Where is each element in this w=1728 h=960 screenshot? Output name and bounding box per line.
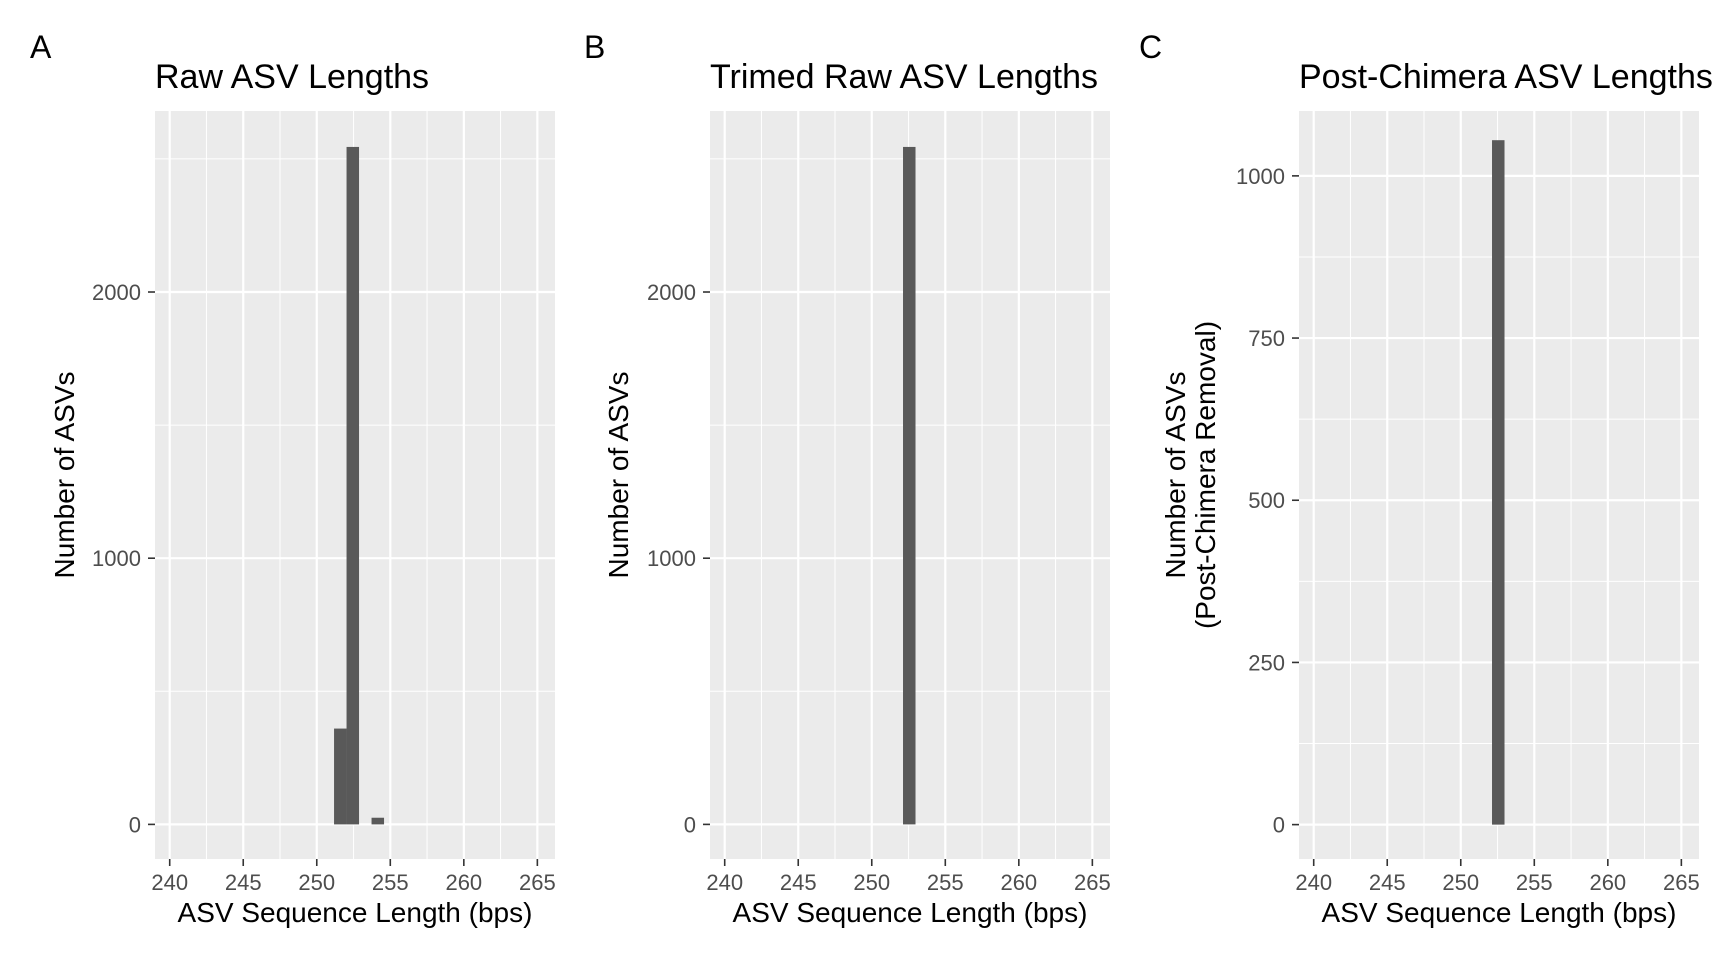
x-axis-label: ASV Sequence Length (bps) (1322, 897, 1677, 928)
x-tick-label: 250 (298, 870, 335, 895)
x-tick-label: 240 (706, 870, 743, 895)
panel-letter: A (30, 29, 52, 65)
x-tick-label: 260 (445, 870, 482, 895)
y-tick-label: 1000 (92, 546, 141, 571)
x-tick-label: 260 (1000, 870, 1037, 895)
panel-c: 240 245 250 255 260 265 0 250 500 750 1000 C Post-Ch… (1139, 29, 1713, 928)
y-tick-label: 1000 (647, 546, 696, 571)
x-tick-label: 265 (519, 870, 556, 895)
panel-letter: C (1139, 29, 1162, 65)
y-tick-label: 750 (1248, 326, 1285, 351)
y-axis-label: Number of ASVs (1160, 372, 1191, 579)
x-tick-label: 245 (1369, 870, 1406, 895)
y-tick-label: 500 (1248, 488, 1285, 513)
x-tick-label: 245 (225, 870, 262, 895)
x-tick-label: 250 (1442, 870, 1479, 895)
panel-title: Post-Chimera ASV Lengths (1299, 58, 1713, 96)
y-tick-label: 0 (684, 812, 696, 837)
histogram-bar (903, 146, 916, 825)
panel-b: 240 245 250 255 260 265 0 1000 2000 B Trimed Raw A… (584, 29, 1111, 928)
y-axis-label: Number of ASVs (49, 372, 80, 579)
x-tick-label: 240 (151, 870, 188, 895)
panel-letter: B (584, 29, 605, 65)
panel-title: Trimed Raw ASV Lengths (710, 58, 1098, 96)
x-tick-label: 240 (1295, 870, 1332, 895)
x-tick-label: 255 (372, 870, 409, 895)
x-tick-label: 260 (1589, 870, 1626, 895)
x-tick-label: 255 (1516, 870, 1553, 895)
x-tick-label: 255 (927, 870, 964, 895)
y-tick-label: 2000 (647, 280, 696, 305)
panel-title: Raw ASV Lengths (155, 58, 429, 96)
x-axis-label: ASV Sequence Length (bps) (733, 897, 1088, 928)
y-axis-label: Number of ASVs (603, 372, 634, 579)
y-tick-label: 1000 (1236, 164, 1285, 189)
histogram-bar (346, 146, 360, 825)
y-axis-label: (Post-Chimera Removal) (1190, 321, 1221, 629)
x-tick-label: 245 (780, 870, 817, 895)
panel-a: 240 245 250 255 260 265 0 1000 2000 A Raw ASV Leng… (30, 29, 556, 928)
histogram-bar (371, 817, 385, 825)
y-tick-label: 0 (129, 812, 141, 837)
x-axis-label: ASV Sequence Length (bps) (178, 897, 533, 928)
x-tick-label: 265 (1663, 870, 1700, 895)
x-tick-label: 250 (853, 870, 890, 895)
histogram-bar (334, 728, 347, 825)
histogram-bar (1492, 140, 1505, 825)
y-tick-label: 2000 (92, 280, 141, 305)
y-tick-label: 0 (1273, 813, 1285, 838)
y-tick-label: 250 (1248, 650, 1285, 675)
x-tick-label: 265 (1074, 870, 1111, 895)
